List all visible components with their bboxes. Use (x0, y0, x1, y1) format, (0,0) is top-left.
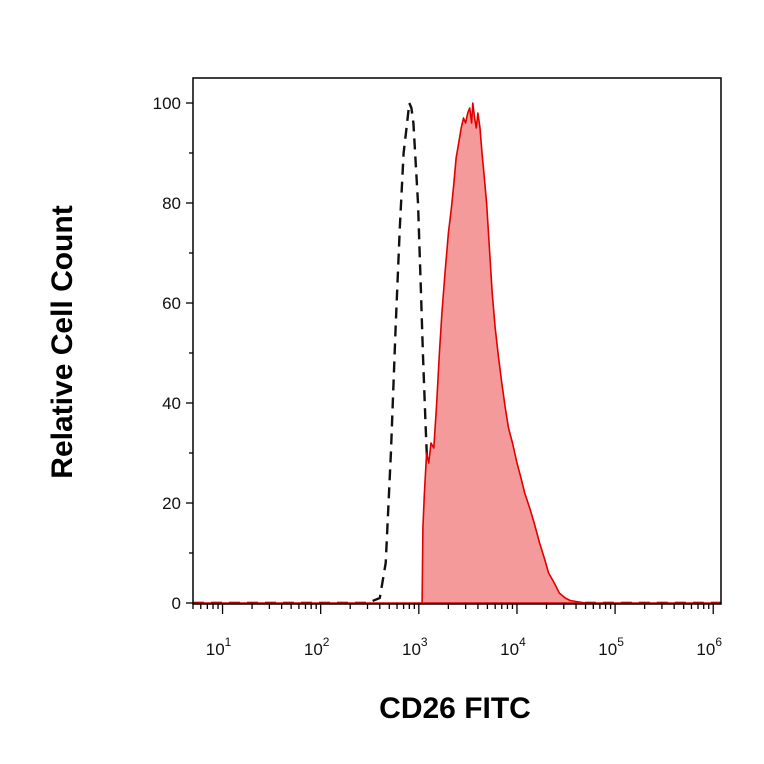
series-layer (192, 101, 722, 605)
y-axis: 0 20 40 60 80 100 (153, 94, 193, 613)
x-tick-label: 106 (696, 635, 722, 659)
x-tick-label: 101 (206, 635, 232, 659)
series-filled-histogram (192, 102, 722, 604)
y-tick-label: 60 (162, 294, 181, 313)
y-tick-label: 20 (162, 494, 181, 513)
y-tick-label: 100 (153, 94, 181, 113)
x-tick-label: 102 (304, 635, 330, 659)
y-tick-label: 0 (172, 594, 181, 613)
x-tick-label: 105 (598, 635, 624, 659)
y-tick-label: 80 (162, 194, 181, 213)
x-tick-label: 103 (402, 635, 428, 659)
y-tick-label: 40 (162, 394, 181, 413)
x-tick-label: 104 (500, 635, 526, 659)
plot-frame (192, 77, 722, 605)
y-axis-title: Relative Cell Count (46, 205, 79, 478)
x-axis: 101 102 103 104 105 106 (192, 604, 722, 659)
x-axis-title: CD26 FITC (379, 692, 531, 725)
